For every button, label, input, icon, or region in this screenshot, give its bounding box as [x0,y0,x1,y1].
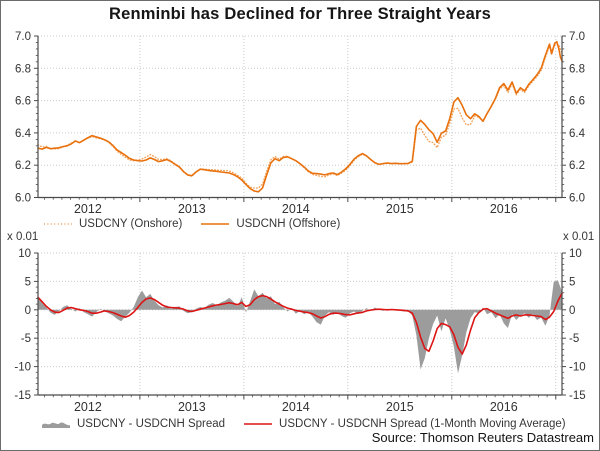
legend-item: USDCNY - USDCNH Spread (1-Month Moving A… [243,418,566,430]
svg-text:6.6: 6.6 [569,96,585,108]
svg-text:6.0: 6.0 [569,193,585,205]
legend-item: USDCNH (Offshore) [200,218,340,230]
svg-text:5: 5 [25,276,31,288]
svg-text:2013: 2013 [178,400,206,414]
bottom-chart-legend: USDCNY - USDCNH Spread USDCNY - USDCNH Sp… [41,418,566,430]
svg-text:-5: -5 [21,333,31,345]
svg-text:2012: 2012 [74,400,102,414]
red-line-swatch-icon [244,423,273,425]
svg-text:-15: -15 [14,390,31,402]
svg-text:7.0: 7.0 [15,31,31,43]
svg-text:2013: 2013 [178,202,206,216]
svg-text:6.2: 6.2 [569,160,585,172]
legend-item: USDCNY (Onshore) [43,218,182,230]
svg-text:-5: -5 [569,333,579,345]
svg-text:2016: 2016 [490,400,518,414]
legend-label: USDCNY - USDCNH Spread (1-Month Moving A… [279,418,566,430]
svg-text:6.4: 6.4 [569,128,586,140]
svg-text:2012: 2012 [74,202,102,216]
svg-text:10: 10 [569,248,582,260]
svg-text:-10: -10 [14,362,31,374]
source-credit: Source: Thomson Reuters Datastream [371,430,594,445]
svg-text:6.8: 6.8 [15,63,31,75]
svg-text:2016: 2016 [490,202,518,216]
legend-label: USDCNY (Onshore) [79,218,183,230]
unit-label-left: x 0.01 [7,231,39,243]
svg-text:-15: -15 [569,390,586,402]
svg-text:6.0: 6.0 [15,193,31,205]
legend-item: USDCNY - USDCNH Spread [41,418,225,430]
svg-text:10: 10 [18,248,31,260]
solid-line-swatch-icon [201,223,230,225]
legend-label: USDCNH (Offshore) [236,218,341,230]
svg-text:2015: 2015 [386,400,414,414]
unit-label-right: x 0.01 [563,231,595,243]
svg-text:6.4: 6.4 [15,128,32,140]
svg-text:0: 0 [25,305,31,317]
svg-text:2015: 2015 [386,202,414,216]
svg-text:0: 0 [569,305,575,317]
svg-text:5: 5 [569,276,575,288]
chart-title: Renminbi has Declined for Three Straight… [108,5,492,23]
top-chart-legend: USDCNY (Onshore) USDCNH (Offshore) [43,218,340,230]
dotted-line-swatch-icon [44,223,72,225]
svg-text:2014: 2014 [282,202,310,216]
svg-text:6.6: 6.6 [15,96,31,108]
svg-text:6.2: 6.2 [15,160,31,172]
legend-label: USDCNY - USDCNH Spread [77,418,226,430]
svg-text:7.0: 7.0 [569,31,585,43]
svg-text:6.8: 6.8 [569,63,585,75]
svg-text:-10: -10 [569,362,586,374]
svg-text:2014: 2014 [282,400,310,414]
area-swatch-icon [42,422,70,428]
